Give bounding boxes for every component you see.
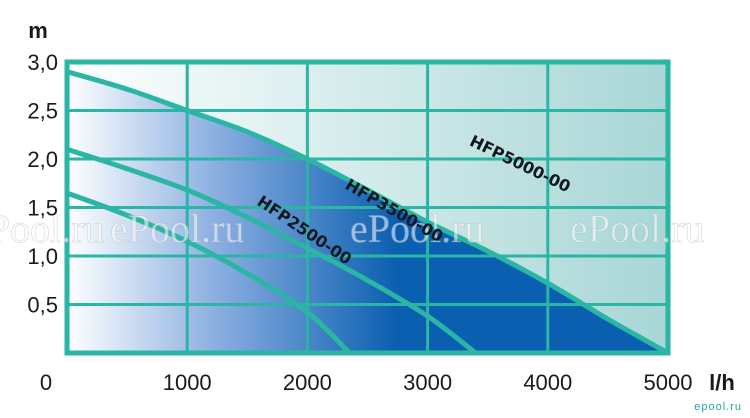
corner-watermark: epool.ru xyxy=(694,401,742,413)
y-tick-label: 2,0 xyxy=(27,147,58,172)
x-tick-label: 5000 xyxy=(644,370,693,395)
watermark-text: ePool.ru xyxy=(570,206,704,251)
plot-area xyxy=(64,59,671,356)
x-axis-unit: l/h xyxy=(709,370,735,395)
curve-hfp5000-00 xyxy=(64,69,671,356)
y-tick-label: 3,0 xyxy=(27,50,58,75)
axis-layer: 0,5 1,0 1,5 2,0 2,5 3,0 0 1000 2000 3000 4000 5000 m… xyxy=(27,18,734,395)
x-tick-label: 4000 xyxy=(523,370,572,395)
performance-area-fill xyxy=(67,71,668,353)
x-tick-label: 3000 xyxy=(403,370,452,395)
y-axis-unit: m xyxy=(28,18,48,43)
x-tick-label: 2000 xyxy=(283,370,332,395)
watermark-text: ePool.ru xyxy=(0,206,104,251)
y-tick-label: 2,5 xyxy=(27,99,58,124)
x-tick-label: 1000 xyxy=(163,370,212,395)
plot-frame xyxy=(64,59,671,356)
watermark-text: ePool.ru xyxy=(110,206,244,251)
curve-hfp3500-00 xyxy=(64,146,479,356)
y-tick-label: 0,5 xyxy=(27,293,58,318)
watermark-text: ePool.ru xyxy=(350,206,484,251)
x-tick-label: 0 xyxy=(40,370,52,395)
curve-hfp2500-00 xyxy=(64,190,352,356)
y-tick-label: 1,5 xyxy=(27,196,58,221)
y-tick-label: 1,0 xyxy=(27,244,58,269)
